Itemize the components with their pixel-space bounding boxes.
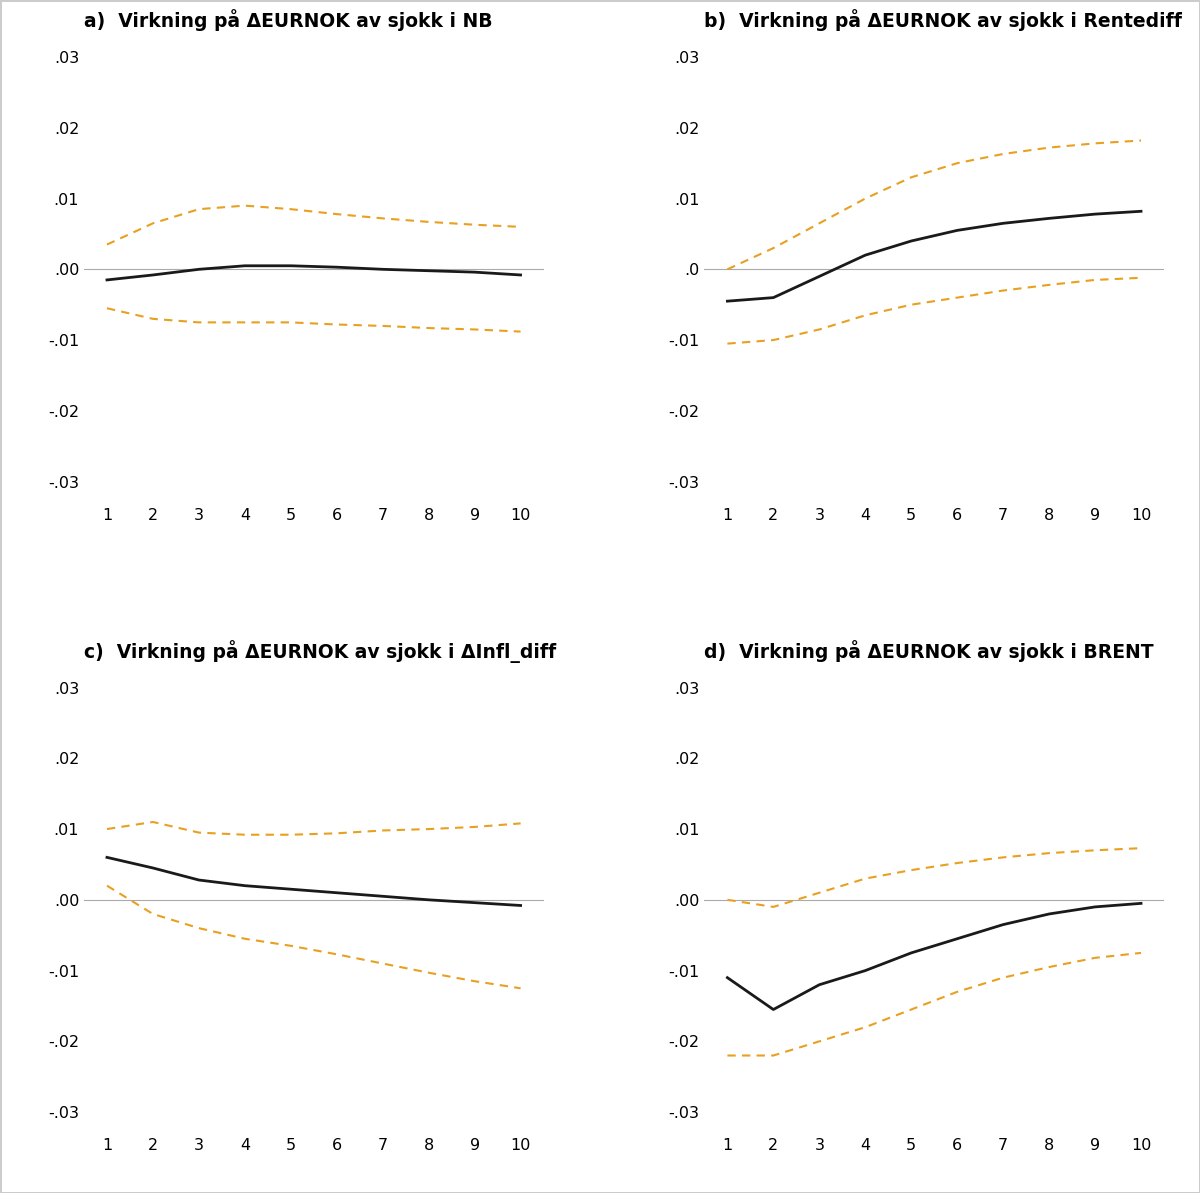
Text: b)  Virkning på ΔEURNOK av sjokk i Rentediff: b) Virkning på ΔEURNOK av sjokk i Rented…	[704, 10, 1182, 31]
Text: a)  Virkning på ΔEURNOK av sjokk i NB: a) Virkning på ΔEURNOK av sjokk i NB	[84, 10, 493, 31]
Text: c)  Virkning på ΔEURNOK av sjokk i ΔInfl_diff: c) Virkning på ΔEURNOK av sjokk i ΔInfl_…	[84, 639, 556, 663]
Text: d)  Virkning på ΔEURNOK av sjokk i BRENT: d) Virkning på ΔEURNOK av sjokk i BRENT	[704, 639, 1154, 662]
